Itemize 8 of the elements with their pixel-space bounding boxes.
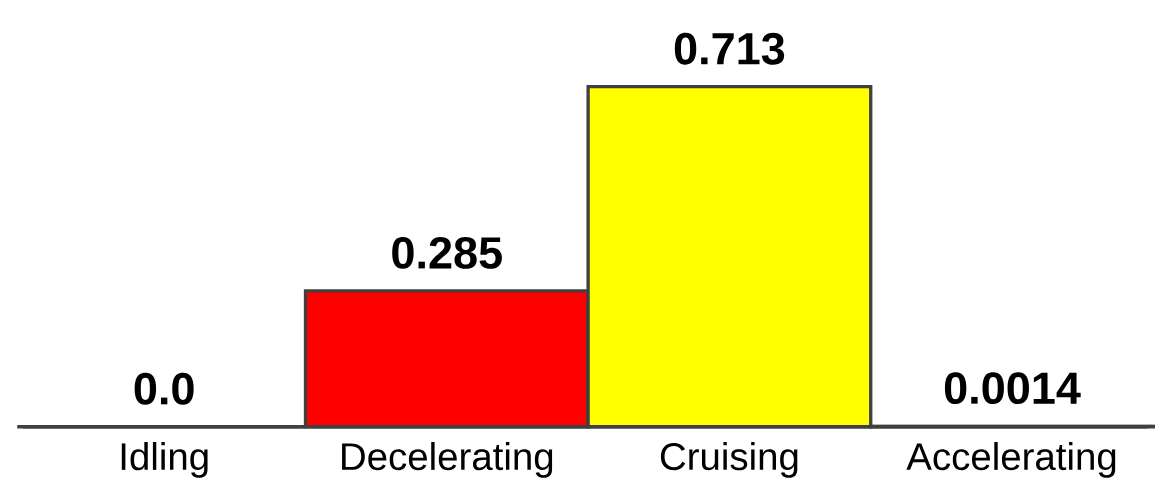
data-label: 0.0014 [944,372,1081,405]
x-tick-label: Cruising [660,442,798,479]
data-label: 0.0 [134,373,194,405]
x-tick-label: Decelerating [342,442,553,479]
x-tick-label: Idling [121,442,208,479]
x-tick-label: Accelerating [906,442,1116,479]
data-label: 0.713 [674,32,785,65]
data-label: 0.285 [392,237,502,270]
